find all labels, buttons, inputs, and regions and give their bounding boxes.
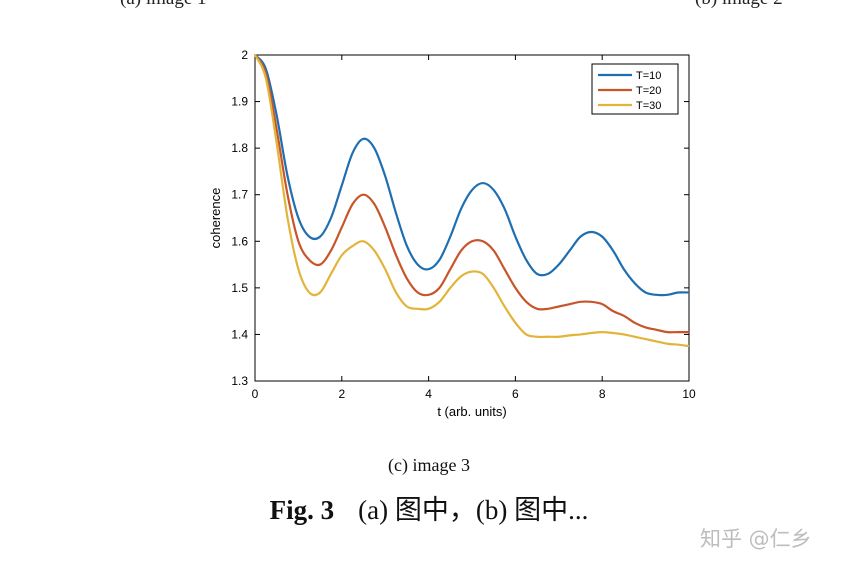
y-axis-label: coherence <box>208 188 223 249</box>
figure-number: Fig. 3 <box>269 495 335 525</box>
legend-entry: T=10 <box>636 70 661 82</box>
zhihu-watermark: 知乎 @仁乡 <box>700 527 812 551</box>
y-tick-label: 1.3 <box>231 374 248 388</box>
plot-frame <box>254 54 690 382</box>
x-tick-label: 10 <box>682 387 696 401</box>
x-tick-label: 8 <box>599 387 606 401</box>
x-tick-label: 0 <box>252 387 259 401</box>
x-tick-label: 4 <box>425 387 432 401</box>
y-tick-label: 1.4 <box>231 327 248 341</box>
series-line-t-30 <box>254 54 690 348</box>
legend-entry: T=20 <box>636 85 661 97</box>
y-tick-label: 1.8 <box>231 141 248 155</box>
plot-lines <box>254 54 690 348</box>
subfigure-b-caption: (b) image 2 <box>695 0 783 10</box>
series-line-t-20 <box>254 54 689 334</box>
x-tick-label: 6 <box>512 387 519 401</box>
legend: T=10 T=20 T=30 <box>591 63 679 115</box>
y-tick-label: 1.7 <box>231 188 248 202</box>
legend-entry: T=30 <box>636 100 661 112</box>
y-tick-label: 1.9 <box>231 95 248 109</box>
y-tick-label: 1.6 <box>231 234 248 248</box>
y-tick-label: 2 <box>241 48 248 62</box>
x-tick-label: 2 <box>338 387 345 401</box>
plot-axes: 0 2 4 6 8 10 1.3 1.4 1.5 1.6 1.7 1.8 1.9 2 <box>231 48 696 401</box>
series-line-t-10 <box>254 54 690 297</box>
figure-caption: Fig. 3 (a) 图中，(b) 图中... <box>0 488 858 527</box>
subfigure-a-caption: (a) image 1 <box>120 0 207 10</box>
subfigure-c-caption: (c) image 3 <box>388 455 470 475</box>
figure-caption-text: (a) 图中，(b) 图中... <box>358 495 589 525</box>
x-axis-label: t (arb. units) <box>437 404 506 419</box>
coherence-line-chart: 0 2 4 6 8 101.31.41.51.61.71.81.92 T=10T=20T=… <box>208 48 696 419</box>
y-tick-label: 1.5 <box>231 281 248 295</box>
